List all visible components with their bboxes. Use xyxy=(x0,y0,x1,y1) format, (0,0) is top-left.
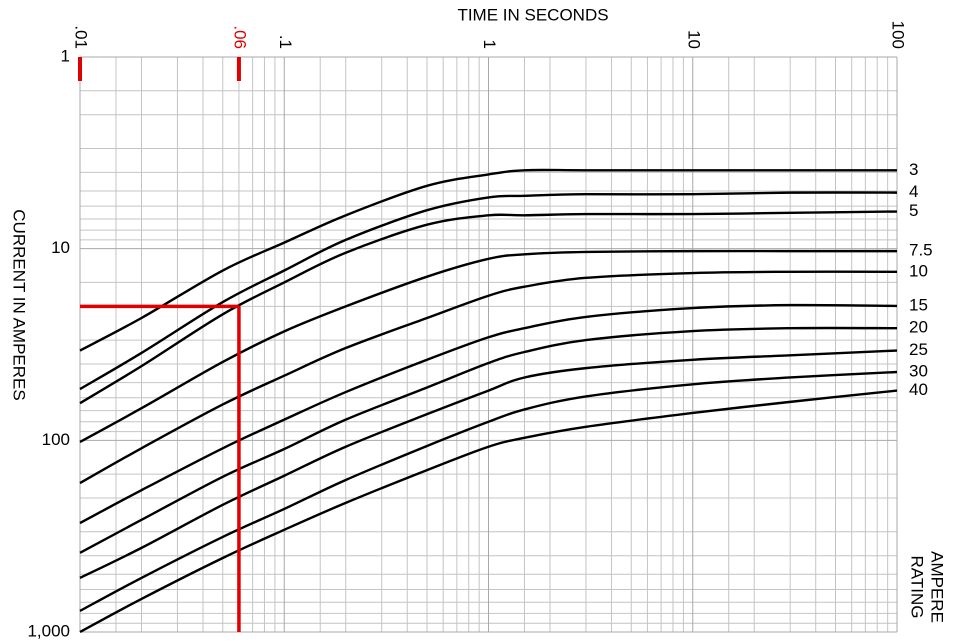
series-label: 40 xyxy=(909,380,928,399)
curve xyxy=(79,370,898,612)
x-tick-label: .1 xyxy=(276,35,295,49)
legend-title: AMPERE xyxy=(928,551,947,623)
y-tick-label: 100 xyxy=(42,430,70,449)
y-tick-label: 1 xyxy=(61,46,70,65)
legend-title: RATING xyxy=(908,556,927,619)
curve xyxy=(79,389,898,634)
y-axis-title: CURRENT IN AMPERES xyxy=(10,209,29,400)
curve xyxy=(79,168,897,352)
curve xyxy=(79,303,898,525)
series-label: 7.5 xyxy=(909,241,933,260)
series-label: 4 xyxy=(909,182,918,201)
series-label: 3 xyxy=(909,160,918,179)
series-label: 20 xyxy=(909,318,928,337)
series-label: 30 xyxy=(909,361,928,380)
curve xyxy=(79,249,898,444)
annotation-label: .06 xyxy=(230,25,249,49)
curve xyxy=(79,270,898,485)
series-label: 5 xyxy=(909,201,918,220)
y-tick-label: 1,000 xyxy=(27,621,70,640)
x-tick-label: 10 xyxy=(684,30,703,49)
curve xyxy=(79,349,898,579)
series-label: 10 xyxy=(909,261,928,280)
curve xyxy=(79,210,898,405)
series-label: 15 xyxy=(909,295,928,314)
curve xyxy=(79,326,898,554)
series-label: 25 xyxy=(909,340,928,359)
x-tick-label: 100 xyxy=(889,21,908,49)
x-tick-label: .01 xyxy=(72,25,91,49)
chart-title: TIME IN SECONDS xyxy=(457,5,608,24)
y-tick-label: 10 xyxy=(51,238,70,257)
x-tick-label: 1 xyxy=(480,40,499,49)
